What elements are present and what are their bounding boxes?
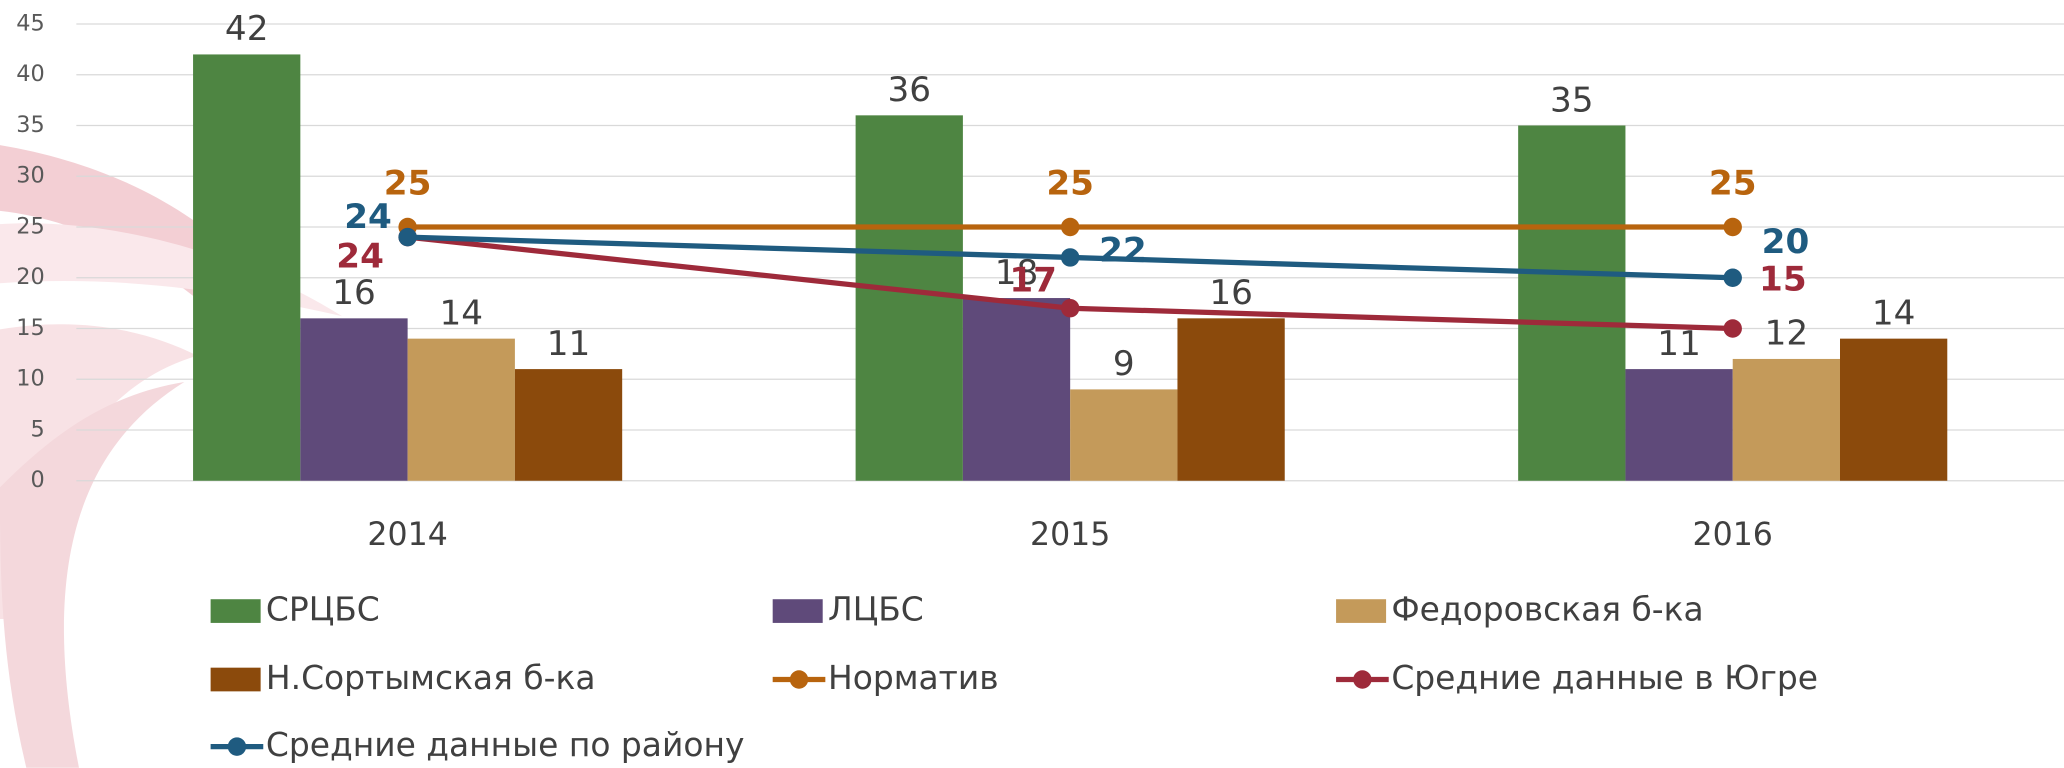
- bar: [193, 54, 301, 481]
- bar: [1732, 358, 1841, 481]
- data-label: 42: [225, 9, 269, 49]
- y-tick-label: 30: [16, 163, 44, 189]
- bar: [1518, 125, 1626, 481]
- bar: [1070, 389, 1178, 481]
- x-tick-label: 2014: [367, 517, 447, 553]
- line-marker: [1723, 217, 1742, 237]
- y-tick-label: 40: [16, 61, 44, 87]
- data-label: 16: [332, 273, 376, 313]
- line-label: 24: [336, 237, 384, 277]
- line-marker: [398, 227, 417, 247]
- legend-swatch: [227, 737, 247, 756]
- bar: [300, 318, 408, 481]
- line-marker: [1060, 298, 1080, 318]
- data-label: 11: [547, 324, 591, 364]
- y-tick-label: 10: [16, 366, 44, 392]
- bar: [407, 338, 515, 481]
- data-label: 35: [1550, 80, 1594, 120]
- data-label: 18: [995, 253, 1039, 293]
- data-label: 9: [1113, 344, 1135, 384]
- legend-label: ЛЦБС: [828, 590, 924, 629]
- legend-label: Средние данные по району: [266, 725, 745, 764]
- legend-swatch: [789, 670, 809, 689]
- bar: [1625, 369, 1733, 481]
- y-tick-label: 25: [16, 213, 44, 239]
- data-label: 12: [1765, 314, 1809, 354]
- y-tick-label: 45: [16, 10, 44, 36]
- data-label: 14: [439, 293, 483, 333]
- x-tick-label: 2015: [1030, 517, 1110, 553]
- line-label: 25: [1709, 163, 1757, 203]
- y-tick-label: 20: [16, 264, 44, 290]
- y-tick-label: 5: [31, 416, 45, 442]
- x-tick-label: 2016: [1693, 517, 1773, 553]
- data-label: 36: [887, 70, 931, 110]
- legend-swatch: [210, 667, 261, 692]
- legend-label: Норматив: [828, 658, 999, 697]
- legend-swatch: [772, 599, 823, 623]
- y-tick-label: 15: [16, 315, 44, 341]
- bar: [1177, 318, 1285, 481]
- bar: [514, 369, 623, 481]
- line-label: 25: [1046, 163, 1094, 203]
- line-label: 15: [1759, 260, 1807, 300]
- line-label: 22: [1099, 231, 1147, 271]
- bar: [962, 298, 1071, 481]
- line-marker: [1723, 319, 1742, 338]
- legend-label: Н.Сортымская б-ка: [266, 658, 596, 697]
- bar: [1840, 338, 1948, 481]
- legend-label: Федоровская б-ка: [1391, 590, 1703, 629]
- legend-swatch: [1353, 670, 1372, 689]
- y-tick-label: 0: [31, 467, 45, 493]
- legend-swatch: [210, 599, 261, 623]
- line-label: 20: [1762, 222, 1810, 262]
- line-label: 17: [1009, 260, 1057, 300]
- data-label: 16: [1209, 273, 1253, 313]
- line-label: 24: [344, 197, 392, 237]
- legend-swatch: [1336, 599, 1387, 623]
- legend-label: СРЦБС: [266, 590, 380, 629]
- line-marker: [1060, 217, 1080, 237]
- line-label: 25: [384, 163, 432, 203]
- data-label: 11: [1657, 324, 1701, 364]
- line-marker: [1723, 268, 1742, 287]
- legend-label: Средние данные в Югре: [1391, 658, 1818, 697]
- y-tick-label: 35: [16, 112, 44, 138]
- data-label: 14: [1872, 293, 1916, 333]
- legend: СРЦБС ЛЦБС Федоровская б-ка Н.Сортымская б-…: [210, 590, 1818, 764]
- line-marker: [1060, 248, 1080, 267]
- bar: [855, 115, 963, 481]
